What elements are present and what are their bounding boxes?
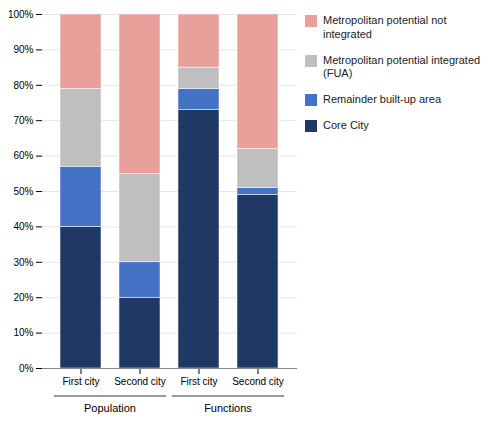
svg-text:Second city: Second city: [114, 376, 166, 387]
svg-text:60%: 60%: [13, 150, 33, 161]
svg-text:20%: 20%: [13, 292, 33, 303]
svg-text:50%: 50%: [13, 186, 33, 197]
svg-text:90%: 90%: [13, 44, 33, 55]
svg-text:0%: 0%: [19, 363, 34, 374]
html-text:Remainder built-up area: Remainder built-up area: [323, 93, 441, 105]
svg-text:80%: 80%: [13, 80, 33, 91]
html-text:Metropolitan potential integra: Metropolitan potential integrated (FUA): [323, 53, 481, 80]
svg-text:30%: 30%: [13, 257, 33, 268]
svg-text:10%: 10%: [13, 327, 33, 338]
svg-text:Functions: Functions: [204, 402, 252, 414]
svg-text:First city: First city: [62, 376, 99, 387]
svg-text:Population: Population: [84, 402, 136, 414]
html-text:Metropolitan potential not int: Metropolitan potential not integrated: [323, 14, 447, 40]
html-text:Core City: Core City: [323, 118, 369, 131]
svg-text:100%: 100%: [8, 9, 34, 20]
svg-text:70%: 70%: [13, 115, 33, 126]
svg-text:Second city: Second city: [232, 376, 284, 387]
svg-text:40%: 40%: [13, 221, 33, 232]
svg-text:First city: First city: [180, 376, 217, 387]
